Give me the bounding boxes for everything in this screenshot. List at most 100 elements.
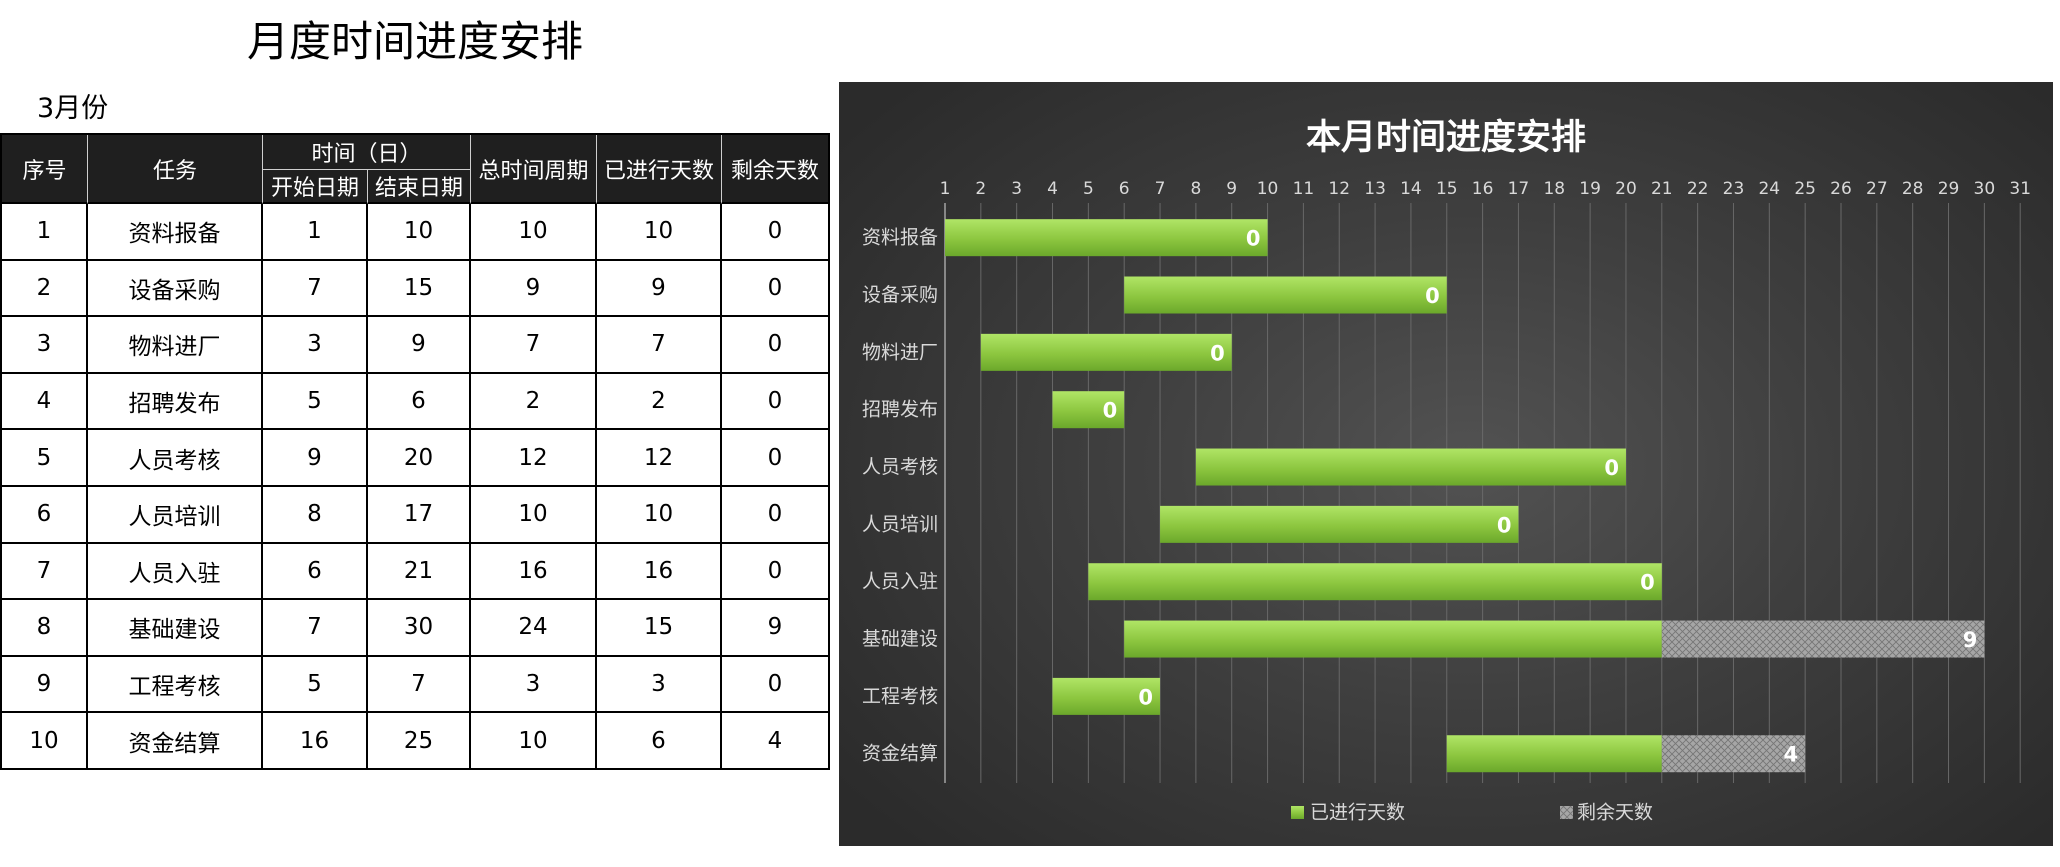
cell-start-date[interactable]: 7 <box>263 600 368 657</box>
cell-start-date[interactable]: 5 <box>263 373 368 431</box>
cell-days-remaining[interactable]: 0 <box>722 204 830 261</box>
cell-start-date[interactable]: 6 <box>263 543 368 601</box>
cell-task[interactable]: 基础建设 <box>88 600 263 657</box>
cell-task[interactable]: 招聘发布 <box>88 373 263 431</box>
cell-index[interactable]: 7 <box>2 543 88 601</box>
cell-days-remaining[interactable]: 4 <box>722 713 830 770</box>
chart-title: 本月时间进度安排 <box>1306 118 1586 158</box>
cell-index[interactable]: 4 <box>2 373 88 431</box>
cell-index[interactable]: 3 <box>2 317 88 374</box>
cell-days-remaining[interactable]: 0 <box>722 317 830 374</box>
header-time-group[interactable]: 时间（日） <box>263 135 471 170</box>
x-tick-label: 2 <box>975 179 986 199</box>
header-start-date[interactable]: 开始日期 <box>263 170 368 204</box>
cell-days-remaining[interactable]: 0 <box>722 656 830 714</box>
data-label: 0 <box>1640 571 1655 595</box>
cell-total-period[interactable]: 2 <box>471 373 597 431</box>
cell-index[interactable]: 6 <box>2 486 88 544</box>
header-days-remaining[interactable]: 剩余天数 <box>722 135 830 204</box>
x-tick-label: 10 <box>1257 179 1279 199</box>
cell-days-elapsed[interactable]: 3 <box>597 656 722 714</box>
cell-index[interactable]: 1 <box>2 204 88 261</box>
cell-days-elapsed[interactable]: 16 <box>597 543 722 601</box>
schedule-table: 序号 任务 时间（日） 开始日期 结束日期 总时间周期 已进行天数 剩余天数 1… <box>0 133 830 770</box>
cell-end-date[interactable]: 17 <box>368 486 471 544</box>
cell-total-period[interactable]: 3 <box>471 656 597 714</box>
cell-days-elapsed[interactable]: 10 <box>597 486 722 544</box>
legend: 已进行天数 剩余天数 <box>1291 802 1653 824</box>
cell-start-date[interactable]: 8 <box>263 486 368 544</box>
cell-index[interactable]: 8 <box>2 600 88 657</box>
cell-index[interactable]: 2 <box>2 260 88 318</box>
cell-end-date[interactable]: 9 <box>368 317 471 374</box>
cell-end-date[interactable]: 30 <box>368 600 471 657</box>
x-tick-label: 20 <box>1615 179 1637 199</box>
cell-total-period[interactable]: 7 <box>471 317 597 374</box>
x-tick-label: 18 <box>1543 179 1565 199</box>
x-tick-label: 30 <box>1974 179 1996 199</box>
x-tick-label: 25 <box>1794 179 1816 199</box>
cell-index[interactable]: 9 <box>2 656 88 714</box>
cell-days-remaining[interactable]: 0 <box>722 430 830 487</box>
cell-end-date[interactable]: 20 <box>368 430 471 487</box>
cell-end-date[interactable]: 25 <box>368 713 471 770</box>
cell-start-date[interactable]: 7 <box>263 260 368 318</box>
cell-total-period[interactable]: 10 <box>471 486 597 544</box>
cell-index[interactable]: 5 <box>2 430 88 487</box>
header-end-date[interactable]: 结束日期 <box>368 170 471 204</box>
cell-task[interactable]: 人员入驻 <box>88 543 263 601</box>
cell-start-date[interactable]: 9 <box>263 430 368 487</box>
header-days-elapsed[interactable]: 已进行天数 <box>597 135 722 204</box>
cell-task[interactable]: 人员考核 <box>88 430 263 487</box>
cell-end-date[interactable]: 6 <box>368 373 471 431</box>
cell-total-period[interactable]: 12 <box>471 430 597 487</box>
cell-index[interactable]: 10 <box>2 713 88 770</box>
gantt-chart[interactable]: 本月时间进度安排 1 2 3 4 5 6 7 8 9 10 11 12 13 14 15 16 17 18 19 20… <box>839 82 2053 846</box>
bar-days-remaining <box>1661 620 1985 658</box>
header-index[interactable]: 序号 <box>2 135 88 204</box>
cell-end-date[interactable]: 10 <box>368 204 471 261</box>
cell-task[interactable]: 资料报备 <box>88 204 263 261</box>
cell-end-date[interactable]: 7 <box>368 656 471 714</box>
cell-days-remaining[interactable]: 0 <box>722 260 830 318</box>
cell-start-date[interactable]: 3 <box>263 317 368 374</box>
cell-end-date[interactable]: 21 <box>368 543 471 601</box>
cell-task[interactable]: 人员培训 <box>88 486 263 544</box>
header-task[interactable]: 任务 <box>88 135 263 204</box>
bar-days-elapsed <box>1052 677 1161 715</box>
y-category-label: 人员考核 <box>862 456 938 478</box>
data-label: 4 <box>1784 743 1799 767</box>
cell-start-date[interactable]: 1 <box>263 204 368 261</box>
cell-total-period[interactable]: 24 <box>471 600 597 657</box>
data-label: 0 <box>1246 227 1261 251</box>
cell-days-elapsed[interactable]: 2 <box>597 373 722 431</box>
x-axis-ticks: 1 2 3 4 5 6 7 8 9 10 11 12 13 14 15 16 17 18 19 20 21 22 23 24 2… <box>940 179 2031 199</box>
cell-task[interactable]: 资金结算 <box>88 713 263 770</box>
cell-start-date[interactable]: 5 <box>263 656 368 714</box>
cell-days-elapsed[interactable]: 6 <box>597 713 722 770</box>
cell-total-period[interactable]: 16 <box>471 543 597 601</box>
cell-days-remaining[interactable]: 9 <box>722 600 830 657</box>
cell-total-period[interactable]: 9 <box>471 260 597 318</box>
cell-days-elapsed[interactable]: 12 <box>597 430 722 487</box>
cell-days-remaining[interactable]: 0 <box>722 486 830 544</box>
cell-task[interactable]: 工程考核 <box>88 656 263 714</box>
cell-total-period[interactable]: 10 <box>471 713 597 770</box>
x-tick-label: 31 <box>2009 179 2031 199</box>
cell-days-elapsed[interactable]: 10 <box>597 204 722 261</box>
cell-days-elapsed[interactable]: 7 <box>597 317 722 374</box>
cell-days-remaining[interactable]: 0 <box>722 373 830 431</box>
cell-task[interactable]: 物料进厂 <box>88 317 263 374</box>
x-tick-label: 14 <box>1400 179 1422 199</box>
x-tick-label: 11 <box>1293 179 1315 199</box>
cell-task[interactable]: 设备采购 <box>88 260 263 318</box>
header-total-period[interactable]: 总时间周期 <box>471 135 597 204</box>
cell-total-period[interactable]: 10 <box>471 204 597 261</box>
cell-days-remaining[interactable]: 0 <box>722 543 830 601</box>
cell-end-date[interactable]: 15 <box>368 260 471 318</box>
gantt-chart-svg: 本月时间进度安排 1 2 3 4 5 6 7 8 9 10 11 12 13 14 15 16 17 18 19 20… <box>862 118 2031 824</box>
cell-days-elapsed[interactable]: 15 <box>597 600 722 657</box>
cell-days-elapsed[interactable]: 9 <box>597 260 722 318</box>
cell-start-date[interactable]: 16 <box>263 713 368 770</box>
